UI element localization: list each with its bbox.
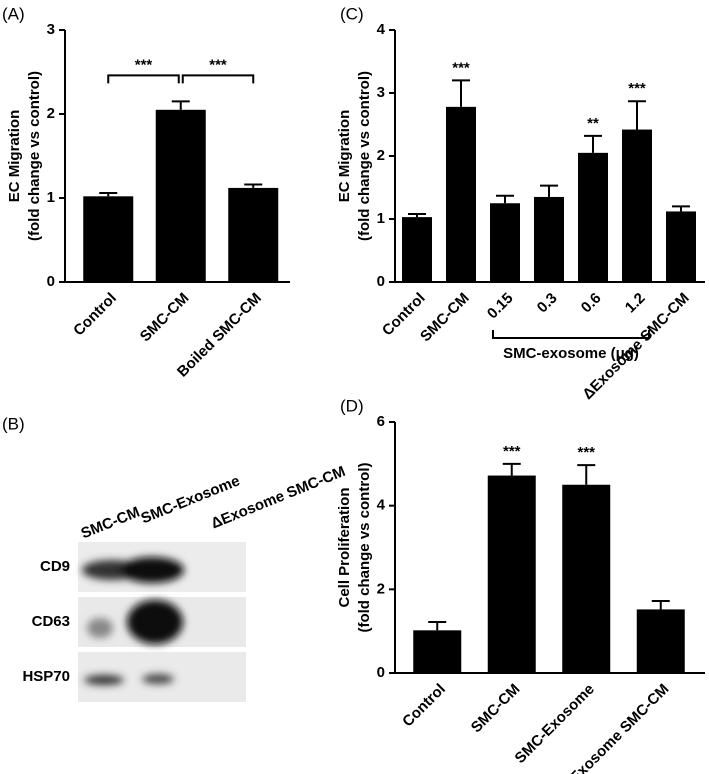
bar	[83, 196, 134, 282]
y-tick-label: 2	[47, 105, 55, 122]
panel-label: (A)	[2, 4, 25, 23]
y-tick-label: 4	[377, 497, 386, 514]
x-tick-label: SMC-CM	[137, 290, 193, 346]
group-bracket	[492, 330, 650, 339]
significance: ***	[577, 444, 595, 461]
comparison-bracket	[181, 74, 255, 84]
x-tick-label: Control	[70, 290, 120, 340]
x-tick-label: SMC-Exosome	[512, 681, 598, 767]
x-tick-label: 0.3	[534, 290, 561, 317]
bar	[636, 609, 685, 673]
bar	[413, 630, 462, 673]
panel-label: (C)	[340, 4, 364, 23]
significance: ***	[452, 59, 470, 76]
y-tick-label: 3	[47, 21, 55, 38]
x-tick-label: 0.15	[484, 290, 517, 323]
bar	[402, 217, 432, 282]
bar	[622, 129, 652, 282]
y-tick-label: 3	[377, 84, 385, 101]
band	[120, 557, 184, 583]
panel-label: (B)	[2, 414, 25, 433]
significance: **	[587, 115, 599, 132]
comparison-label: ***	[209, 56, 227, 73]
bar	[666, 211, 696, 282]
row-label: CD63	[32, 613, 70, 630]
y-tick-label: 2	[377, 147, 385, 164]
y-axis-title: Cell Proliferation	[336, 487, 353, 607]
y-tick-label: 2	[377, 580, 385, 597]
y-tick-label: 0	[47, 273, 55, 290]
bar	[487, 475, 536, 673]
bar	[446, 106, 476, 282]
comparison-bracket	[107, 74, 180, 84]
comparison-label: ***	[135, 56, 153, 73]
x-tick-label: 1.2	[622, 290, 649, 317]
bar	[534, 196, 564, 282]
lane-label: SMC-CM	[79, 504, 143, 543]
x-tick-label: SMC-CM	[417, 290, 473, 346]
band	[127, 600, 183, 644]
y-tick-label: 4	[377, 21, 386, 38]
band	[84, 675, 124, 685]
bar	[155, 109, 206, 282]
significance: ***	[503, 443, 521, 460]
significance: ***	[628, 80, 646, 97]
row-label: CD9	[40, 558, 70, 575]
blot	[78, 542, 246, 702]
bar	[578, 152, 608, 282]
y-axis-title: (fold change vs control)	[356, 71, 373, 241]
y-tick-label: 1	[47, 189, 55, 206]
y-tick-label: 0	[377, 273, 385, 290]
y-axis-title: EC Migration	[6, 110, 23, 203]
x-tick-label: 0.6	[578, 290, 605, 317]
x-tick-label: SMC-CM	[468, 681, 524, 737]
bar	[490, 203, 520, 282]
y-tick-label: 0	[377, 664, 385, 681]
row-label: HSP70	[22, 668, 70, 685]
y-axis-title: (fold change vs control)	[26, 71, 43, 241]
panel-label: (D)	[340, 396, 364, 415]
y-axis-title: EC Migration	[336, 110, 353, 203]
group-label: SMC-exosome (μg)	[503, 345, 639, 362]
y-axis-title: (fold change vs control)	[356, 462, 373, 632]
y-tick-label: 1	[377, 210, 385, 227]
x-tick-label: Control	[399, 681, 449, 731]
y-tick-label: 6	[377, 413, 385, 430]
band	[142, 674, 174, 684]
bar	[228, 187, 279, 282]
bar	[562, 484, 611, 673]
band	[87, 618, 113, 638]
lane-label: ΔExosome SMC-CM	[209, 463, 348, 532]
